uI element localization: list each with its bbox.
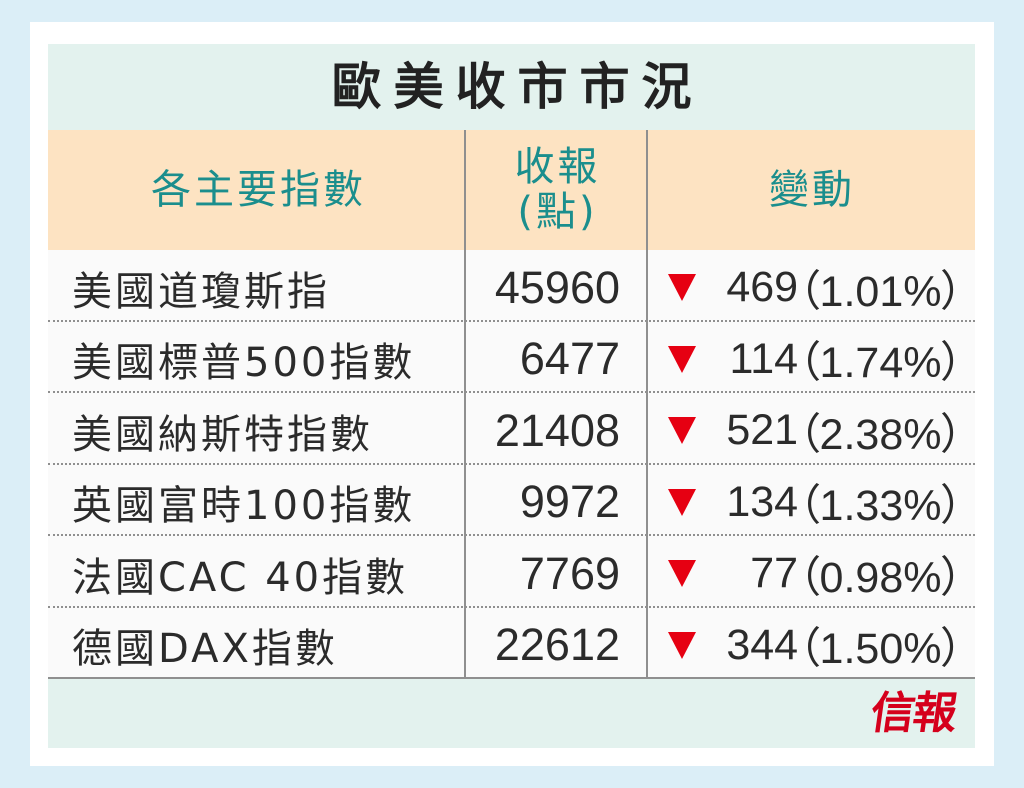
table-header: 各主要指數 收報 (點) 變動 [48, 130, 975, 250]
column-divider [646, 130, 648, 679]
change-cell: 77 （0.98%） [646, 543, 975, 605]
index-name-cell: 英國富時100指數 [72, 483, 416, 530]
change-cell: 114 （1.74%） [646, 328, 975, 390]
header-close-unit: (點) [517, 189, 598, 235]
change-value: 521 [726, 406, 799, 455]
down-triangle-icon [668, 560, 696, 588]
change-percent: （0.98%） [798, 553, 963, 602]
close-value-cell: 9972 [519, 476, 620, 528]
change-cell: 469 （1.01%） [646, 257, 975, 319]
header-index-label: 各主要指數 [151, 166, 366, 213]
down-triangle-icon [668, 631, 696, 659]
change-percent: （1.50%） [798, 625, 963, 674]
index-name-cell: 德國DAX指數 [72, 626, 338, 673]
header-change-label: 變動 [769, 166, 855, 213]
title-bar: 歐美收市市況 [48, 44, 975, 130]
table-row: 法國CAC 40指數 7769 77 （0.98%） [48, 536, 975, 608]
newspaper-logo: 信報 [867, 687, 959, 739]
change-percent: （1.74%） [798, 339, 963, 388]
header-close: 收報 (點) [466, 130, 646, 250]
change-value: 134 [726, 477, 799, 526]
table-row: 英國富時100指數 9972 134 （1.33%） [48, 465, 975, 536]
index-name-cell: 美國標普500指數 [72, 340, 416, 387]
header-close-label: 收報 [514, 144, 601, 190]
change-value: 77 [750, 549, 799, 598]
change-percent: （1.01%） [798, 267, 963, 316]
table-title: 歐美收市市況 [331, 58, 704, 116]
table-footer: 信報 [48, 679, 975, 748]
close-value-cell: 22612 [494, 619, 620, 671]
column-divider [464, 130, 466, 679]
market-table-panel: 歐美收市市況 各主要指數 收報 (點) 變動 美國道瓊斯指 45960 469 … [48, 44, 975, 748]
down-triangle-icon [668, 417, 696, 445]
down-triangle-icon [668, 274, 696, 302]
table-row: 德國DAX指數 22612 344 （1.50%） [48, 608, 975, 679]
change-cell: 521 （2.38%） [646, 400, 975, 462]
change-value: 114 [729, 334, 799, 383]
change-cell: 134 （1.33%） [646, 471, 975, 533]
close-value-cell: 21408 [494, 404, 620, 456]
change-percent: （2.38%） [798, 410, 963, 459]
header-change: 變動 [646, 130, 975, 250]
change-cell: 344 （1.50%） [646, 614, 975, 676]
close-value-cell: 45960 [494, 261, 620, 313]
table-body: 美國道瓊斯指 45960 469 （1.01%） 美國標普500指數 6477 … [48, 250, 975, 679]
index-name-cell: 法國CAC 40指數 [72, 554, 409, 601]
close-value-cell: 6477 [519, 333, 620, 385]
table-row: 美國納斯特指數 21408 521 （2.38%） [48, 393, 975, 465]
header-index: 各主要指數 [48, 130, 466, 250]
index-name-cell: 美國道瓊斯指 [72, 268, 330, 315]
close-value-cell: 7769 [519, 547, 620, 599]
table-row: 美國標普500指數 6477 114 （1.74%） [48, 322, 975, 393]
table-row: 美國道瓊斯指 45960 469 （1.01%） [48, 250, 975, 322]
index-name-cell: 美國納斯特指數 [72, 411, 373, 458]
down-triangle-icon [668, 488, 696, 516]
down-triangle-icon [668, 345, 696, 373]
change-percent: （1.33%） [798, 482, 963, 531]
change-value: 469 [726, 263, 799, 312]
change-value: 344 [726, 620, 799, 669]
